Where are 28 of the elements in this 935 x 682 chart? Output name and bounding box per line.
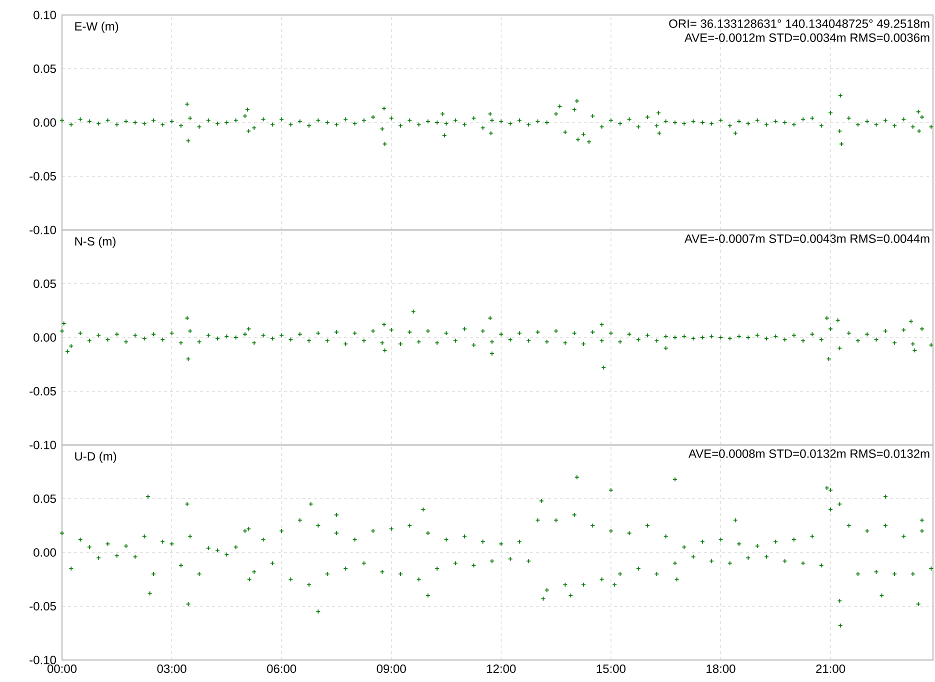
y-tick-label: 0.05 — [34, 494, 56, 503]
y-tick-label: -0.10 — [30, 440, 56, 450]
annotation: AVE=0.0008m STD=0.0132m RMS=0.0132m — [688, 449, 930, 458]
annotation: AVE=-0.0007m STD=0.0043m RMS=0.0044m — [684, 234, 930, 243]
x-tick-label: 00:00 — [47, 664, 77, 674]
annotation: AVE=-0.0012m STD=0.0034m RMS=0.0036m — [684, 33, 930, 42]
x-tick-label: 06:00 — [267, 664, 296, 674]
y-tick-label: -0.05 — [30, 602, 56, 610]
y-tick-label: -0.05 — [30, 386, 56, 396]
y-tick-label: 0.00 — [34, 333, 56, 342]
y-tick-label: -0.10 — [30, 226, 56, 234]
text: N-S (m) — [75, 236, 116, 248]
x-tick-label: 15:00 — [596, 664, 626, 674]
x-tick-label: 21:00 — [816, 664, 846, 674]
x-tick-label: 12:00 — [487, 664, 516, 674]
y-tick-label: 0.05 — [34, 279, 56, 288]
x-tick-label: 18:00 — [706, 664, 736, 674]
y-tick-label: 0.00 — [34, 548, 56, 557]
text: E-W (m) — [75, 22, 118, 33]
x-tick-label: 09:00 — [376, 664, 406, 674]
y-tick-label: -0.10 — [30, 656, 56, 664]
x-tick-label: 03:00 — [157, 664, 186, 674]
y-tick-label: 0.00 — [34, 118, 56, 127]
y-tick-label: 0.05 — [34, 64, 56, 73]
y-tick-label: 0.10 — [34, 10, 56, 20]
text: U-D (m) — [75, 452, 116, 463]
y-tick-label: -0.05 — [30, 172, 56, 180]
annotation: ORI= 36.133128631° 140.134048725° 49.2518m — [669, 19, 930, 28]
